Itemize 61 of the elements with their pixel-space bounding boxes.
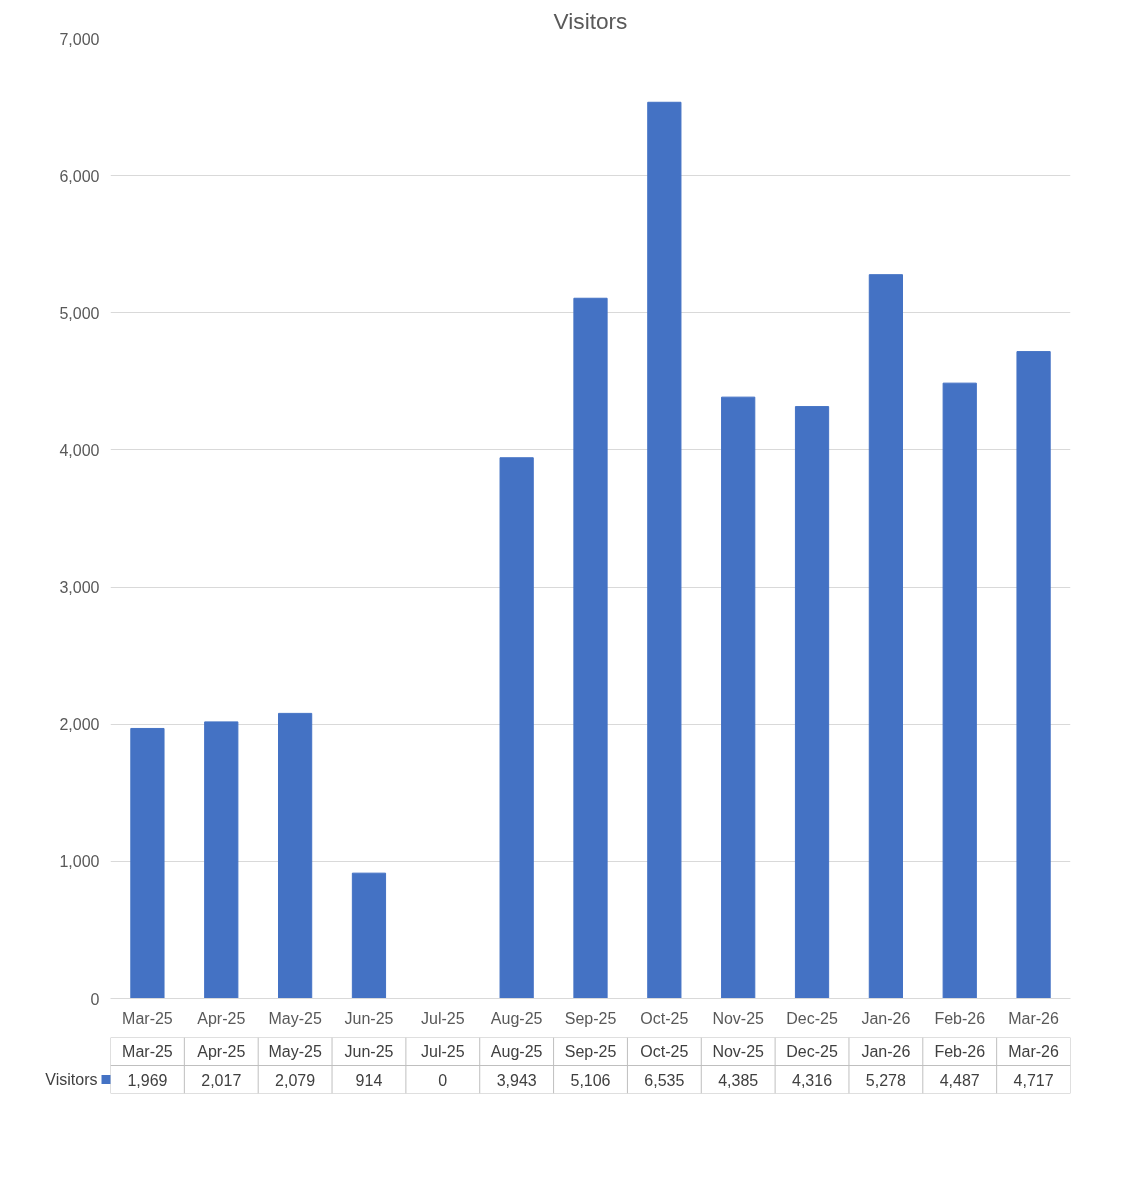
data-label: 3,943 [496,1071,537,1089]
y-tick-label: 1,000 [59,853,100,871]
x-tick-label: Jan-26 [861,1009,911,1027]
category-label: Oct-25 [640,1043,689,1060]
x-tick-label: Apr-25 [197,1009,246,1027]
data-label: 1,969 [127,1071,168,1089]
bar [1016,351,1051,999]
bar [868,274,903,999]
y-tick-label: 0 [90,990,100,1008]
bar [794,406,830,999]
data-label: 914 [355,1071,383,1089]
category-label: Aug-25 [490,1043,543,1060]
legend-label: Visitors [45,1071,98,1088]
bar [204,721,239,999]
category-label: Feb-26 [934,1043,986,1060]
x-tick-label: Sep-25 [564,1009,617,1027]
y-tick-label: 4,000 [59,441,100,459]
y-tick-label: 6,000 [59,167,100,185]
category-label: Mar-26 [1008,1043,1059,1060]
x-tick-label: Mar-25 [122,1009,173,1027]
category-label: Apr-25 [197,1043,246,1060]
x-tick-label: Feb-26 [934,1009,986,1027]
data-label: 2,079 [275,1071,316,1089]
x-tick-label: Oct-25 [640,1009,689,1027]
x-tick-label: Mar-26 [1008,1009,1060,1027]
category-label: Sep-25 [564,1043,617,1060]
bar [278,712,313,999]
category-label: Jul-25 [421,1043,465,1060]
bar [573,297,608,999]
chart-title: Visitors [553,7,628,34]
data-label: 4,487 [939,1071,980,1089]
category-label: Mar-25 [122,1043,173,1060]
bar [351,872,387,999]
x-tick-label: Aug-25 [490,1009,543,1027]
y-tick-label: 5,000 [59,304,100,322]
x-tick-label: Jun-25 [344,1009,394,1027]
x-tick-label: May-25 [268,1009,322,1027]
data-label: 4,385 [718,1071,759,1089]
y-tick-label: 2,000 [59,716,100,734]
bar [130,727,165,999]
data-label: 4,316 [792,1071,833,1089]
category-label: Dec-25 [786,1043,838,1060]
y-tick-label: 7,000 [59,30,100,48]
bar [499,457,534,999]
bar [647,101,682,999]
x-tick-label: Nov-25 [712,1009,765,1027]
x-tick-label: Jul-25 [421,1009,465,1027]
data-label: 5,106 [570,1071,611,1089]
data-label: 5,278 [865,1071,907,1089]
data-label: 4,717 [1013,1071,1054,1089]
category-label: Nov-25 [712,1043,764,1060]
x-tick-label: Dec-25 [786,1009,838,1027]
y-tick-label: 3,000 [59,579,100,597]
data-label: 0 [438,1071,448,1089]
data-label: 6,535 [644,1071,685,1089]
bar [942,382,977,999]
category-label: Jan-26 [861,1043,911,1060]
category-label: May-25 [268,1043,322,1060]
bar [721,396,756,999]
data-label: 2,017 [201,1071,242,1089]
category-label: Jun-25 [344,1043,394,1060]
